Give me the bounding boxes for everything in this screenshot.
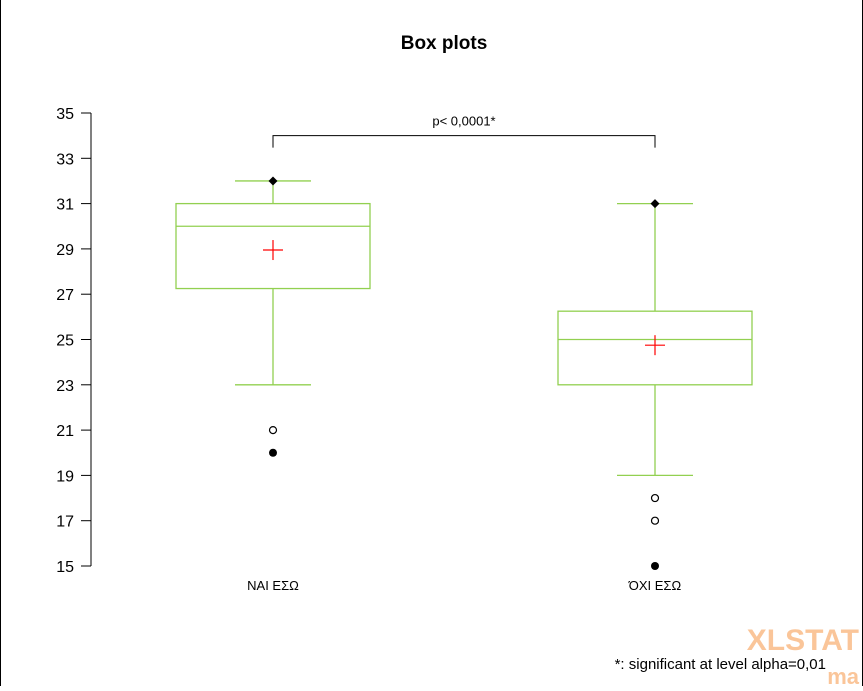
significance-bracket: p< 0,0001* (273, 114, 655, 148)
y-tick-label: 15 (56, 559, 74, 576)
max-marker (269, 176, 278, 185)
box-group: ΌΧΙ ΕΣΩ (558, 199, 752, 593)
y-tick-label: 31 (56, 197, 74, 214)
category-label: ΝΑΙ ΕΣΩ (247, 578, 299, 593)
outlier-filled (269, 449, 277, 457)
y-tick-label: 33 (56, 151, 74, 168)
logo-sub: ma (827, 664, 860, 686)
y-tick-label: 21 (56, 423, 74, 440)
y-tick-label: 17 (56, 514, 74, 531)
chart-title: Box plots (401, 33, 488, 54)
footnote: *: significant at level alpha=0,01 (615, 656, 826, 673)
logo-brand: XLSTAT (747, 624, 859, 657)
y-tick-label: 25 (56, 333, 74, 350)
y-tick-label: 27 (56, 287, 74, 304)
y-tick-label: 23 (56, 378, 74, 395)
y-tick-label: 19 (56, 468, 74, 485)
y-tick-label: 29 (56, 242, 74, 259)
y-axis: 15 17 19 21 23 25 27 29 31 33 35 (56, 106, 91, 576)
significance-label: p< 0,0001* (432, 114, 495, 129)
outlier-filled (651, 562, 659, 570)
bracket-line (273, 136, 655, 148)
boxes: ΝΑΙ ΕΣΩ ΌΧΙ ΕΣΩ (176, 176, 752, 593)
category-label: ΌΧΙ ΕΣΩ (628, 578, 682, 593)
outlier-open (270, 427, 277, 434)
outlier-open (652, 495, 659, 502)
max-marker (651, 199, 660, 208)
xlstat-logo: XLSTAT ma (747, 624, 860, 686)
outlier-open (652, 517, 659, 524)
y-tick-label: 35 (56, 106, 74, 123)
box-group: ΝΑΙ ΕΣΩ (176, 176, 370, 593)
